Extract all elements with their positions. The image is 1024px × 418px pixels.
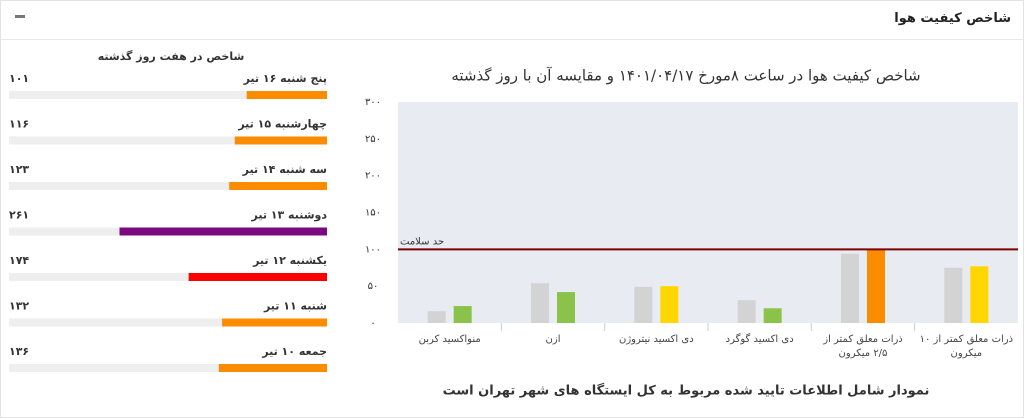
bar bbox=[427, 311, 446, 323]
value-label: ۱۳۲ bbox=[9, 300, 29, 313]
bar bbox=[246, 91, 327, 99]
bar bbox=[660, 286, 679, 323]
y-tick-label: ۰ bbox=[370, 318, 375, 329]
day-label: سه شنبه ۱۴ تیر bbox=[242, 163, 327, 176]
bar bbox=[188, 273, 327, 281]
y-tick-label: ۲۰۰ bbox=[365, 171, 381, 182]
bar-track bbox=[9, 318, 327, 327]
bar-track bbox=[9, 364, 327, 372]
x-tick-label: دی اکسید نیتروژن bbox=[618, 334, 694, 345]
value-label: ۲۶۱ bbox=[9, 209, 29, 222]
bar bbox=[841, 253, 859, 323]
value-label: ۱۷۴ bbox=[9, 254, 29, 267]
bar-track bbox=[9, 136, 327, 145]
y-tick-label: ۱۰۰ bbox=[365, 244, 381, 255]
collapse-button[interactable] bbox=[15, 15, 25, 18]
bar bbox=[218, 364, 327, 372]
value-label: ۱۳۶ bbox=[9, 345, 29, 358]
x-tick-label: ذرات معلق کمتر از ۱۰ میکرون bbox=[919, 334, 1014, 359]
y-tick-label: ۵۰ bbox=[368, 281, 379, 292]
day-label: یکشنبه ۱۲ تیر bbox=[252, 254, 327, 267]
day-label: دوشنبه ۱۳ تیر bbox=[250, 209, 327, 222]
annotation: نمودار شامل اطلاعات تایید شده مربوط به ک… bbox=[443, 383, 930, 399]
chart-title: شاخص در هفت روز گذشته bbox=[98, 50, 245, 63]
bar bbox=[970, 266, 989, 323]
reference-label: حد سلامت bbox=[400, 236, 444, 247]
day-label: پنج شنبه ۱۶ تیر bbox=[243, 72, 327, 85]
bar bbox=[737, 300, 756, 323]
bar bbox=[634, 286, 653, 323]
bar bbox=[763, 308, 782, 323]
bar bbox=[867, 249, 885, 323]
bar bbox=[944, 267, 963, 323]
value-label: ۱۲۳ bbox=[9, 163, 29, 176]
y-tick-label: ۲۵۰ bbox=[365, 134, 381, 145]
bar bbox=[229, 182, 327, 190]
bar-track bbox=[9, 273, 327, 281]
day-label: چهارشنبه ۱۵ تیر bbox=[237, 118, 327, 131]
bar bbox=[234, 136, 327, 145]
value-label: ۱۰۱ bbox=[9, 72, 29, 85]
day-label: شنبه ۱۱ تیر bbox=[263, 300, 327, 313]
y-tick-label: ۳۰۰ bbox=[365, 97, 381, 108]
x-tick-label: دی اکسید گوگرد bbox=[725, 334, 794, 345]
x-tick-label: ازن bbox=[545, 334, 561, 345]
value-label: ۱۱۶ bbox=[9, 118, 29, 131]
bar-track bbox=[9, 182, 327, 190]
bar bbox=[453, 306, 472, 323]
chart-title: شاخص کیفیت هوا در ساعت ۸مورخ ۱۴۰۱/۰۴/۱۷ … bbox=[451, 67, 920, 85]
bar bbox=[222, 318, 327, 327]
bar bbox=[557, 292, 575, 323]
x-tick-label: ذرات معلق کمتر از ۲/۵ میکرون bbox=[823, 334, 903, 359]
plot-area bbox=[398, 102, 1018, 323]
widget-header: شاخص کیفیت هوا bbox=[1, 1, 1023, 40]
widget-title: شاخص کیفیت هوا bbox=[894, 11, 1011, 26]
day-label: جمعه ۱۰ تیر bbox=[261, 345, 327, 358]
x-tick-label: منواکسید کربن bbox=[418, 334, 481, 345]
bar bbox=[531, 283, 549, 323]
y-tick-label: ۱۵۰ bbox=[365, 208, 381, 219]
bar-track bbox=[9, 91, 327, 99]
bar bbox=[119, 227, 327, 236]
